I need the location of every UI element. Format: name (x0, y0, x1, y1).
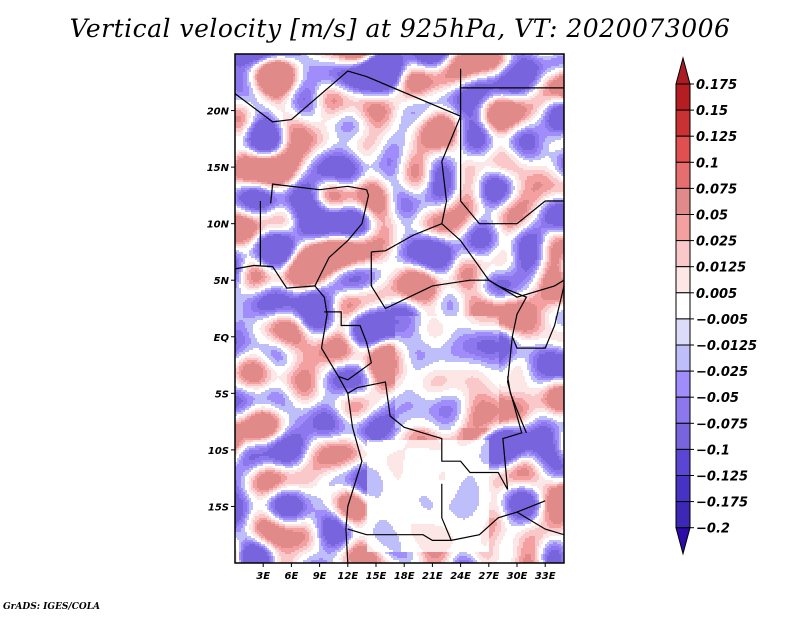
grads-credit: GrADS: IGES/COLA (3, 602, 101, 612)
lake-tanganyika (507, 376, 527, 434)
lon-tick-label: 6E (285, 571, 299, 582)
border-zambia-zim (451, 500, 546, 541)
lat-tick-label: 5N (214, 276, 230, 287)
border-algeria-niger (235, 70, 367, 123)
colorbar-label: −0.1 (696, 443, 730, 458)
lat-tick-label: 10N (207, 220, 230, 231)
colorbar-label: 0.0125 (696, 261, 746, 276)
colorbar-label: −0.005 (696, 313, 748, 328)
border-sudan-east (460, 116, 564, 225)
border-car-north (371, 223, 490, 281)
lat-tick-label: 5S (215, 389, 229, 400)
border-niger-nigeria (270, 183, 367, 204)
colorbar-label: −0.2 (696, 522, 730, 537)
colorbar-label: 0.005 (696, 287, 737, 302)
colorbar-segment (675, 501, 691, 529)
colorbar-label: 0.075 (696, 182, 737, 197)
colorbar-label: 0.175 (696, 78, 737, 93)
colorbar-label: −0.025 (696, 365, 748, 380)
lon-tick-label: 18E (394, 571, 415, 582)
colorbar-segment (675, 448, 691, 476)
lat-tick-label: 15N (207, 163, 230, 174)
lat-tick-label: 20N (207, 107, 230, 118)
border-car-south (370, 251, 489, 310)
border-gabon-congo (324, 311, 372, 381)
coastline-west-africa (235, 264, 363, 563)
colorbar: 0.175 0.15 0.125 0.1 0.075 0.05 0.025 0.0125 0.0… (675, 56, 757, 556)
lon-tick-label: 24E (450, 571, 471, 582)
lat-tick-label: EQ (214, 333, 230, 344)
colorbar-segment (675, 161, 691, 189)
vertical-velocity-field (235, 54, 564, 563)
colorbar-segment (675, 396, 691, 424)
colorbar-segment (675, 344, 691, 372)
colorbar-segment (675, 370, 691, 398)
border-drc (347, 279, 528, 490)
colorbar-segment (675, 266, 691, 294)
border-chad-sudan (441, 115, 462, 224)
lon-tick-label: 15E (366, 571, 387, 582)
colorbar-segment (675, 83, 691, 111)
lon-tick-label: 27E (478, 571, 499, 582)
colorbar-label: −0.0125 (696, 339, 757, 354)
lon-tick-label: 9E (313, 571, 327, 582)
lon-tick-label: 21E (422, 571, 443, 582)
lon-tick-label: 33E (535, 571, 556, 582)
colorbar-label: −0.05 (696, 391, 739, 406)
country-boundaries (235, 68, 564, 563)
border-mozambique (516, 511, 564, 536)
colorbar-segment (675, 475, 691, 503)
colorbar-segment (675, 422, 691, 450)
lon-tick-label: 30E (507, 571, 528, 582)
colorbar-label: −0.175 (696, 496, 748, 511)
colorbar-label: 0.025 (696, 235, 737, 250)
map-frame (234, 53, 565, 564)
colorbar-segment (675, 292, 691, 320)
border-nigeria-cameroon (314, 189, 370, 287)
lat-tick-label: 10S (208, 446, 229, 457)
colorbar-segment (675, 318, 691, 346)
border-libya-chad (366, 68, 462, 118)
colorbar-label: 0.125 (696, 130, 737, 145)
colorbar-segment (675, 135, 691, 163)
border-uganda (511, 285, 564, 349)
colorbar-label: 0.15 (696, 104, 728, 119)
colorbar-segment (675, 109, 691, 137)
colorbar-bottom-arrow (675, 527, 691, 556)
lon-tick-label: 12E (337, 571, 358, 582)
lat-ticks: 20N 15N 10N 5N EQ 5S 10S 15S (207, 107, 235, 513)
colorbar-segment (675, 187, 691, 215)
colorbar-label: 0.05 (696, 209, 728, 224)
lon-tick-label: 3E (256, 571, 270, 582)
colorbar-label: 0.1 (696, 156, 719, 171)
border-angola-zambia (347, 483, 453, 541)
border-south-sudan (488, 279, 564, 298)
lon-ticks: 3E 6E 9E 12E 15E 18E 21E 24E 27E 30E 33E (256, 563, 556, 582)
lat-tick-label: 15S (208, 502, 229, 513)
colorbar-segment (675, 214, 691, 242)
colorbar-label: −0.075 (696, 417, 748, 432)
map-panel (235, 54, 564, 563)
colorbar-top-arrow (675, 56, 691, 85)
colorbar-segment (675, 240, 691, 268)
plot-title: Vertical velocity [m/s] at 925hPa, VT: 2… (69, 14, 731, 43)
colorbar-label: −0.125 (696, 470, 748, 485)
